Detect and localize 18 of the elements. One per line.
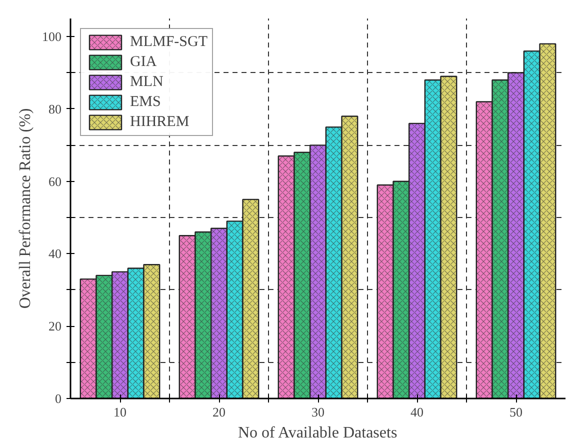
legend-label: MLN — [130, 73, 164, 91]
x-tick-label: 30 — [312, 404, 324, 420]
x-tick-label: 10 — [114, 404, 126, 420]
legend-label: GIA — [130, 53, 157, 71]
legend-label: EMS — [130, 93, 161, 111]
y-tick-label: 100 — [42, 29, 62, 44]
x-tick-label: 50 — [510, 404, 522, 420]
x-tick-label: 20 — [212, 404, 226, 420]
legend-label: HIHREM — [130, 113, 190, 131]
y-axis-title: Overall Performance Ratio (%) — [17, 108, 34, 309]
y-tick-label: 60 — [48, 174, 62, 189]
legend-label: MLMF-SGT — [130, 33, 208, 51]
x-tick-label: 40 — [410, 404, 424, 420]
y-tick-label: 80 — [48, 101, 62, 116]
y-tick-label: 0 — [55, 391, 62, 406]
y-tick-label: 40 — [48, 246, 62, 262]
y-tick-label: 20 — [48, 318, 62, 334]
x-axis-title: No of Available Datasets — [238, 424, 398, 442]
